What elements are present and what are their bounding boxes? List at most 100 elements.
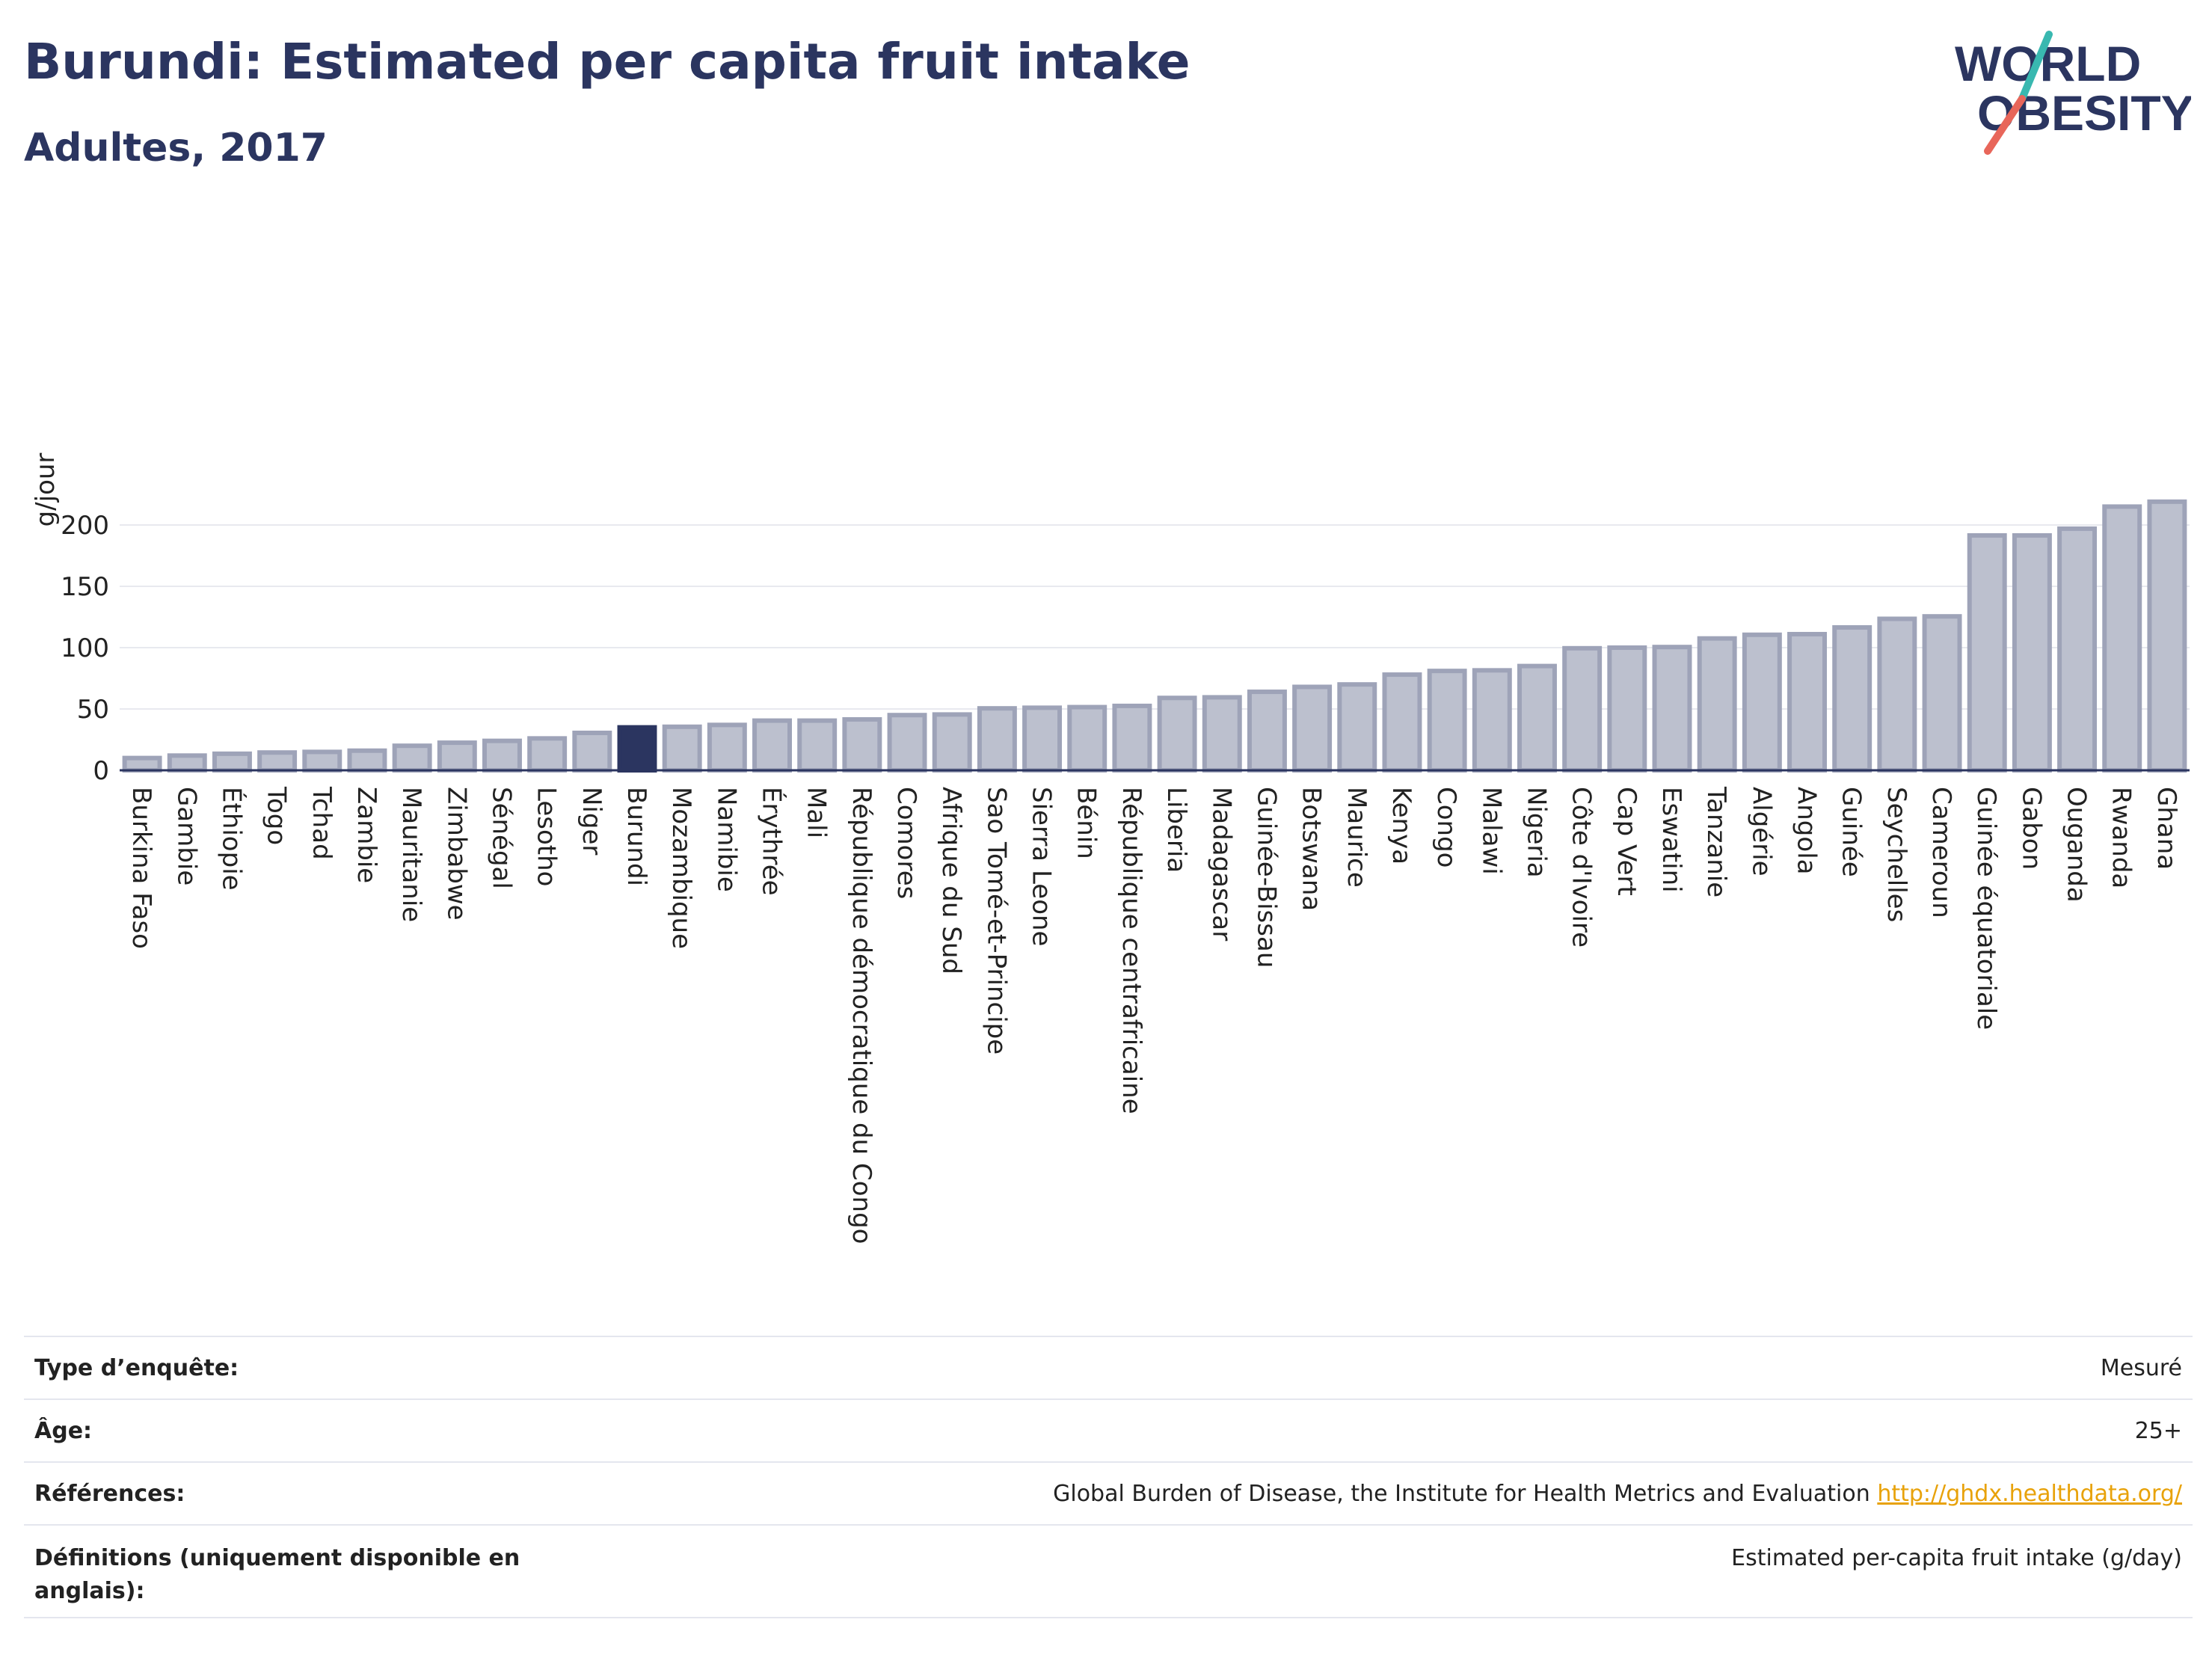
- bar-20[interactable]: [1022, 705, 1063, 773]
- bar-22[interactable]: [1112, 703, 1152, 773]
- x-tick-label: Algérie: [1746, 787, 1776, 876]
- bar-11[interactable]: [617, 725, 657, 773]
- logo-slash-coral: [1984, 95, 2026, 155]
- bar-30[interactable]: [1472, 668, 1512, 773]
- x-tick-label: Guinée équatoriale: [1971, 787, 2001, 1030]
- bar-6[interactable]: [392, 743, 432, 773]
- x-tick-label: Bénin: [1072, 787, 1102, 859]
- meta-label: Références:: [34, 1481, 185, 1507]
- y-tick-label: 100: [61, 633, 109, 663]
- x-tick-label: Érythrée: [757, 787, 787, 896]
- meta-row-age: Âge: 25+: [24, 1398, 2193, 1461]
- y-tick-label: 200: [61, 511, 109, 541]
- x-tick-label: Kenya: [1386, 787, 1416, 865]
- x-tick-label: Côte d'Ivoire: [1567, 787, 1597, 948]
- bar-36[interactable]: [1742, 632, 1782, 773]
- bar-38[interactable]: [1832, 624, 1872, 773]
- meta-value-references: Global Burden of Disease, the Institute …: [1053, 1478, 2182, 1511]
- reference-link[interactable]: http://ghdx.healthdata.org/: [1877, 1481, 2182, 1507]
- y-tick-label: 150: [61, 572, 109, 602]
- bar-37[interactable]: [1787, 631, 1827, 773]
- bar-2[interactable]: [212, 751, 252, 773]
- x-tick-label: Mauritanie: [396, 787, 426, 922]
- bar-24[interactable]: [1202, 695, 1242, 773]
- meta-value: Mesuré: [2100, 1355, 2182, 1381]
- meta-label: Âge:: [34, 1418, 93, 1444]
- y-axis-ticks: 0 50 100 150 200: [61, 511, 109, 786]
- bar-27[interactable]: [1337, 682, 1377, 773]
- bar-9[interactable]: [527, 736, 568, 773]
- bar-5[interactable]: [347, 748, 387, 773]
- bar-21[interactable]: [1067, 704, 1107, 773]
- x-tick-label: Mozambique: [666, 787, 696, 949]
- bar-12[interactable]: [662, 724, 702, 773]
- x-tick-label: Namibie: [711, 787, 741, 892]
- x-tick-label: Zambie: [351, 787, 381, 883]
- bar-13[interactable]: [707, 722, 747, 773]
- bar-1[interactable]: [167, 753, 207, 773]
- bar-40[interactable]: [1922, 614, 1962, 773]
- x-tick-label: Rwanda: [2107, 787, 2136, 888]
- bar-chart: 0 50 100 150 200 Burkina Faso Gambie Éthiopie T…: [31, 453, 2190, 1244]
- bar-0[interactable]: [122, 755, 162, 773]
- x-tick-label: Mali: [802, 787, 832, 838]
- bar-26[interactable]: [1292, 684, 1333, 773]
- x-tick-label: République démocratique du Congo: [847, 787, 876, 1244]
- y-tick-label: 0: [93, 756, 109, 786]
- x-tick-label: Éthiopie: [216, 787, 247, 891]
- reference-text: Global Burden of Disease, the Institute …: [1053, 1481, 1870, 1507]
- x-tick-label: Niger: [577, 787, 606, 855]
- x-tick-label: Ghana: [2151, 787, 2181, 870]
- x-tick-label: Guinée: [1837, 787, 1867, 877]
- bar-16[interactable]: [842, 716, 882, 773]
- y-axis-title: g/jour: [31, 453, 61, 527]
- x-tick-label: Burkina Faso: [126, 787, 156, 949]
- bar-33[interactable]: [1607, 645, 1647, 773]
- y-tick-label: 50: [77, 695, 109, 725]
- meta-row-references: Références: Global Burden of Disease, th…: [24, 1461, 2193, 1524]
- x-tick-label: Ouganda: [2062, 787, 2092, 903]
- meta-label: Définitions (uniquement disponible en an…: [34, 1545, 520, 1604]
- chart-subtitle: Adultes, 2017: [24, 126, 328, 171]
- bar-35[interactable]: [1697, 636, 1737, 773]
- bar-42[interactable]: [2012, 532, 2052, 773]
- bar-19[interactable]: [977, 706, 1017, 773]
- bar-28[interactable]: [1382, 672, 1422, 773]
- x-tick-label: Malawi: [1476, 787, 1506, 875]
- bar-39[interactable]: [1877, 616, 1917, 773]
- bar-32[interactable]: [1562, 645, 1603, 773]
- bar-41[interactable]: [1967, 532, 2007, 773]
- bar-15[interactable]: [797, 718, 838, 773]
- bar-29[interactable]: [1427, 669, 1467, 773]
- x-tick-label: Sénégal: [486, 787, 516, 889]
- bar-45[interactable]: [2147, 499, 2187, 773]
- x-tick-label: Guinée-Bissau: [1251, 787, 1281, 968]
- bar-8[interactable]: [482, 738, 522, 773]
- bar-10[interactable]: [572, 730, 612, 773]
- x-tick-label: Sao Tomé-et-Principe: [981, 787, 1011, 1054]
- bar-14[interactable]: [752, 718, 792, 773]
- meta-row-survey-type: Type d’enquête: Mesuré: [24, 1336, 2193, 1398]
- bar-18[interactable]: [932, 712, 972, 773]
- bar-31[interactable]: [1517, 663, 1557, 773]
- bars: [120, 499, 2190, 773]
- x-tick-label: Botswana: [1297, 787, 1327, 911]
- bar-3[interactable]: [257, 750, 298, 773]
- bar-25[interactable]: [1247, 690, 1287, 773]
- x-tick-label: Nigeria: [1521, 787, 1551, 878]
- bar-43[interactable]: [2057, 526, 2098, 773]
- x-tick-label: Angola: [1792, 787, 1822, 874]
- bar-4[interactable]: [302, 749, 342, 773]
- x-tick-label: Congo: [1431, 787, 1461, 868]
- bar-44[interactable]: [2102, 504, 2142, 773]
- metadata-table: Type d’enquête: Mesuré Âge: 25+ Référenc…: [24, 1336, 2193, 1618]
- bar-34[interactable]: [1652, 645, 1692, 773]
- bar-17[interactable]: [887, 713, 927, 773]
- x-tick-label: Cameroun: [1926, 787, 1956, 918]
- x-tick-label: Tanzanie: [1701, 786, 1731, 897]
- bar-7[interactable]: [437, 740, 477, 773]
- x-axis-labels: Burkina Faso Gambie Éthiopie Togo Tchad Zambi…: [126, 786, 2181, 1244]
- meta-value: Estimated per-capita fruit intake (g/day…: [1731, 1545, 2182, 1571]
- bar-23[interactable]: [1157, 696, 1197, 773]
- x-tick-label: Madagascar: [1206, 787, 1236, 941]
